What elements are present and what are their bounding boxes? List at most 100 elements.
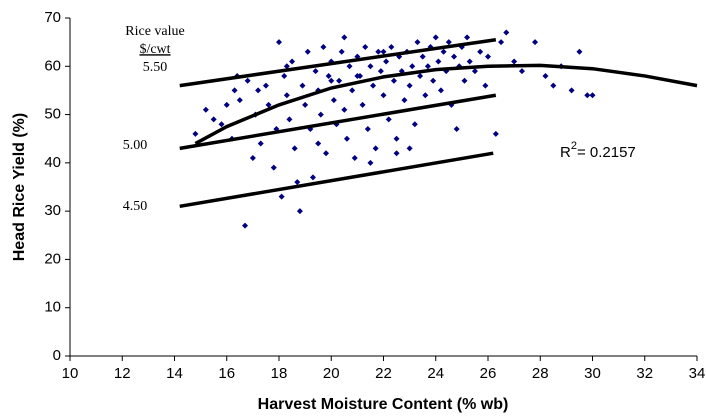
y-tick-label: 10	[44, 299, 61, 316]
point	[364, 126, 371, 133]
point	[532, 39, 539, 46]
point	[437, 87, 444, 94]
x-tick-label: 14	[166, 365, 183, 382]
point	[401, 97, 408, 104]
point	[338, 48, 345, 55]
x-tick-label: 24	[427, 365, 444, 382]
point	[309, 174, 316, 181]
point	[249, 155, 256, 162]
point	[414, 39, 421, 46]
point	[354, 72, 361, 79]
x-tick-label: 18	[271, 365, 288, 382]
point	[432, 34, 439, 41]
point	[312, 68, 319, 75]
point	[323, 150, 330, 157]
point	[299, 82, 306, 89]
point	[210, 116, 217, 123]
x-tick-label: 30	[584, 365, 601, 382]
point	[589, 92, 596, 99]
point	[477, 48, 484, 55]
point	[498, 39, 505, 46]
point	[192, 130, 199, 137]
line	[179, 93, 497, 151]
point	[370, 82, 377, 89]
y-tick-label: 30	[44, 202, 61, 219]
point	[262, 82, 269, 89]
point	[542, 72, 549, 79]
point	[317, 111, 324, 118]
x-tick-label: 28	[532, 365, 549, 382]
line	[194, 63, 698, 146]
point	[362, 43, 369, 50]
point	[302, 101, 309, 108]
point	[372, 145, 379, 152]
point	[393, 135, 400, 142]
point	[286, 116, 293, 123]
point	[343, 135, 350, 142]
point	[320, 43, 327, 50]
point	[406, 82, 413, 89]
point	[289, 58, 296, 65]
point	[336, 77, 343, 84]
point	[503, 29, 510, 36]
r-squared-value: = 0.2157	[577, 144, 636, 161]
point	[341, 106, 348, 113]
x-tick-label: 20	[323, 365, 340, 382]
annotation: 5.00	[123, 138, 148, 153]
point	[550, 82, 557, 89]
y-tick-label: 40	[44, 154, 61, 171]
point	[236, 97, 243, 104]
point	[393, 150, 400, 157]
point	[296, 208, 303, 215]
point	[518, 68, 525, 75]
point	[417, 72, 424, 79]
point	[388, 43, 395, 50]
point	[367, 63, 374, 70]
point	[406, 145, 413, 152]
point	[283, 63, 290, 70]
point	[451, 53, 458, 60]
point	[464, 34, 471, 41]
point	[440, 48, 447, 55]
x-tick-label: 32	[636, 365, 653, 382]
x-tick-label: 10	[62, 365, 79, 382]
point	[341, 34, 348, 41]
annotation: $/cwt	[139, 42, 170, 57]
point	[380, 48, 387, 55]
point	[304, 48, 311, 55]
point	[283, 92, 290, 99]
point	[375, 48, 382, 55]
annotation: Rice value	[125, 24, 184, 39]
point	[255, 87, 262, 94]
point	[281, 72, 288, 79]
point	[383, 58, 390, 65]
point	[377, 68, 384, 75]
point	[435, 58, 442, 65]
point	[351, 155, 358, 162]
annotation: 4.50	[123, 199, 148, 214]
point	[294, 179, 301, 186]
point	[445, 39, 452, 46]
y-tick-label: 70	[44, 9, 61, 26]
point	[265, 101, 272, 108]
point	[492, 130, 499, 137]
point	[244, 77, 251, 84]
x-tick-label: 16	[218, 365, 235, 382]
point	[202, 106, 209, 113]
point	[422, 92, 429, 99]
r-squared-sup: 2	[571, 140, 577, 152]
point	[411, 121, 418, 128]
point	[257, 140, 264, 147]
annotation: 5.50	[143, 60, 168, 75]
x-axis-label: Harvest Moisture Content (% wb)	[258, 396, 509, 413]
point	[409, 63, 416, 70]
point	[270, 164, 277, 171]
point	[380, 92, 387, 99]
point	[466, 58, 473, 65]
y-tick-label: 50	[44, 106, 61, 123]
point	[346, 63, 353, 70]
x-tick-label: 12	[114, 365, 131, 382]
point	[359, 101, 366, 108]
point	[471, 68, 478, 75]
